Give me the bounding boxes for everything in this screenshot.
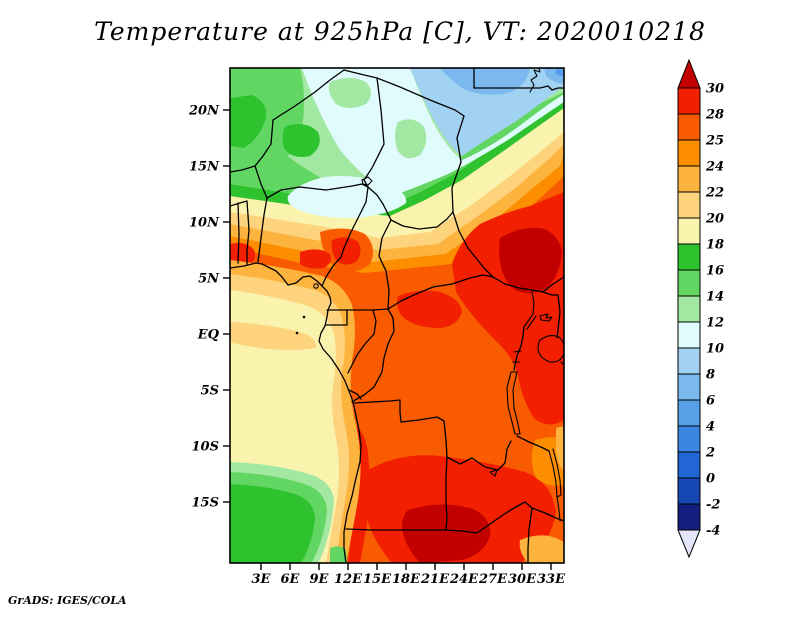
lake-malawi [548,448,562,522]
colorbar-label: 10 [706,342,724,357]
colorbar-label: 28 [705,108,724,123]
colorbar-label: 6 [706,394,715,409]
lat-label: 10N [189,216,220,231]
colorbar-cell [677,347,701,375]
colorbar-label: 14 [706,290,724,305]
coastline [230,262,362,563]
lake-tanganyika [506,371,521,435]
colorbar-cell [677,503,701,531]
principe-island [302,315,306,319]
lon-label: 15E [363,572,392,587]
nile-river [529,68,541,93]
colorbar-label: 20 [705,212,724,227]
latitude-axis: 20N 15N 10N 5N EQ 5S 10S 15S [188,104,220,511]
colorbar-cell [677,425,701,453]
colorbar-cell [677,269,701,297]
lon-label: 18E [392,572,421,587]
longitude-axis: 3E 6E 9E 12E 15E 18E 21E 24E 27E 30E 33E [252,572,567,587]
colorbar-label: 30 [706,82,724,97]
grads-credit: GrADS: IGES/COLA [8,594,127,607]
colorbar-label: -4 [706,524,720,539]
lat-label: 10S [192,440,219,455]
lon-label: 9E [310,572,330,587]
colorbar-label: 0 [706,472,715,487]
page-title: Temperature at 925hPa [C], VT: 202001021… [94,17,706,46]
country-borders [230,68,564,563]
colorbar-cell [677,321,701,349]
lon-label: 33E [537,572,566,587]
colorbar-cell [677,243,701,271]
colorbar-cell [677,139,701,167]
colorbar-cell [677,477,701,505]
colorbar-under-arrow [677,529,701,559]
colorbar-cell [677,191,701,219]
colorbar-label: 4 [706,420,715,435]
lake-victoria [537,334,564,363]
colorbar-cell [677,217,701,245]
lat-label: 15S [192,496,219,511]
colorbar-cell [677,399,701,427]
lat-label: 5N [198,272,220,287]
lat-label: 15N [189,160,220,175]
lon-label: 21E [420,572,450,587]
lat-label: 20N [188,104,220,119]
colorbar-labels: 30 28 25 24 22 20 18 16 14 12 10 8 6 4 2… [705,82,724,539]
colorbar-label: 2 [705,446,715,461]
colorbar-cell [677,451,701,479]
colorbar-label: 25 [705,134,724,149]
lon-label: 24E [449,572,479,587]
colorbar-label: -2 [706,498,720,513]
lat-label: EQ [197,328,220,343]
lon-label: 3E [252,572,272,587]
colorbar-label: 24 [705,160,724,175]
colorbar-cell [677,295,701,323]
colorbar-label: 8 [706,368,715,383]
lon-label: 6E [281,572,301,587]
temperature-field [230,68,564,563]
sao-tome-island [295,331,299,335]
lon-label: 12E [334,572,363,587]
map-frame [229,67,565,564]
colorbar-label: 12 [706,316,724,331]
axis-ticks [223,109,552,570]
lake-kyoga [539,313,553,322]
lon-label: 30E [508,572,537,587]
colorbar-cell [677,373,701,401]
lon-label: 27E [478,572,508,587]
colorbar-label: 22 [705,186,724,201]
colorbar-over-arrow [677,58,701,89]
bioko-island [313,283,319,289]
colorbar-cell [677,87,701,115]
colorbar-cell [677,113,701,141]
colorbar-cell [677,165,701,193]
colorbar-label: 16 [706,264,724,279]
lake-chad [361,176,373,186]
lat-label: 5S [201,384,219,399]
colorbar: 30 28 25 24 22 20 18 16 14 12 10 8 6 4 2… [677,58,724,559]
lake-albert [523,291,537,330]
colorbar-label: 18 [706,238,724,253]
